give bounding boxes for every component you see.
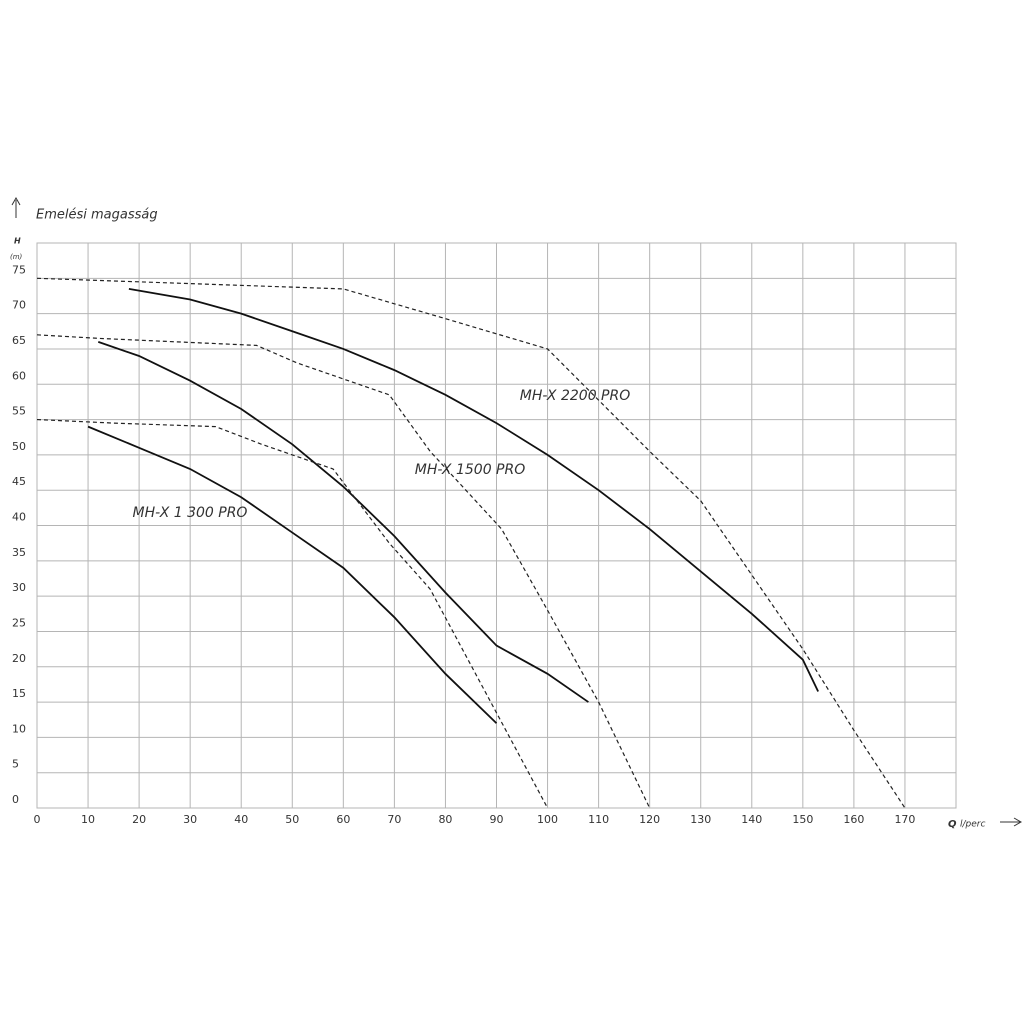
x-tick-label: 160: [843, 813, 864, 826]
curve-label: MH-X 1500 PRO: [415, 462, 525, 478]
x-tick-label: 120: [639, 813, 660, 826]
x-tick-label: 0: [34, 813, 41, 826]
y-axis-symbol: H: [14, 237, 21, 246]
x-tick-label: 100: [537, 813, 558, 826]
y-tick-label: 35: [12, 546, 26, 559]
x-tick-label: 70: [387, 813, 401, 826]
y-tick-label: 50: [12, 440, 26, 453]
y-tick-label: 30: [12, 581, 26, 594]
x-axis-symbol: Q: [948, 819, 957, 830]
x-tick-label: 90: [490, 813, 504, 826]
x-tick-label: 80: [438, 813, 452, 826]
y-tick-label: 60: [12, 369, 26, 382]
y-tick-label: 10: [12, 722, 26, 735]
pump-curve: [97, 341, 589, 703]
x-tick-label: 130: [690, 813, 711, 826]
x-tick-label: 30: [183, 813, 197, 826]
y-tick-label: 70: [12, 299, 26, 312]
dashed-curve: [36, 334, 651, 809]
y-tick-label: 5: [12, 758, 19, 771]
x-tick-label: 40: [234, 813, 248, 826]
x-tick-label: 110: [588, 813, 609, 826]
x-axis-label: l/perc: [960, 820, 985, 830]
x-tick-label: 10: [81, 813, 95, 826]
dashed-curve: [36, 418, 549, 809]
x-tick-label: 140: [741, 813, 762, 826]
y-tick-label: 55: [12, 405, 26, 418]
y-tick-label: 75: [12, 263, 26, 276]
x-tick-label: 150: [792, 813, 813, 826]
x-tick-label: 60: [336, 813, 350, 826]
x-tick-label: 20: [132, 813, 146, 826]
y-tick-label: 65: [12, 334, 26, 347]
x-tick-label: 50: [285, 813, 299, 826]
y-tick-label: 15: [12, 687, 26, 700]
y-tick-label: 40: [12, 511, 26, 524]
y-tick-label: 45: [12, 475, 26, 488]
curve-label: MH-X 2200 PRO: [520, 388, 630, 404]
x-tick-label: 170: [894, 813, 915, 826]
pump-curve: [128, 288, 819, 692]
dashed-curve: [36, 277, 906, 809]
y-tick-label: 0: [12, 793, 19, 806]
axis-arrows: [11, 196, 1023, 827]
y-axis-label: Emelési magasság: [36, 208, 158, 223]
y-tick-label: 20: [12, 652, 26, 665]
pump-curve: [87, 425, 498, 724]
y-tick-label: 25: [12, 616, 26, 629]
y-axis-unit: (m): [10, 253, 23, 261]
curve-label: MH-X 1 300 PRO: [133, 505, 248, 521]
